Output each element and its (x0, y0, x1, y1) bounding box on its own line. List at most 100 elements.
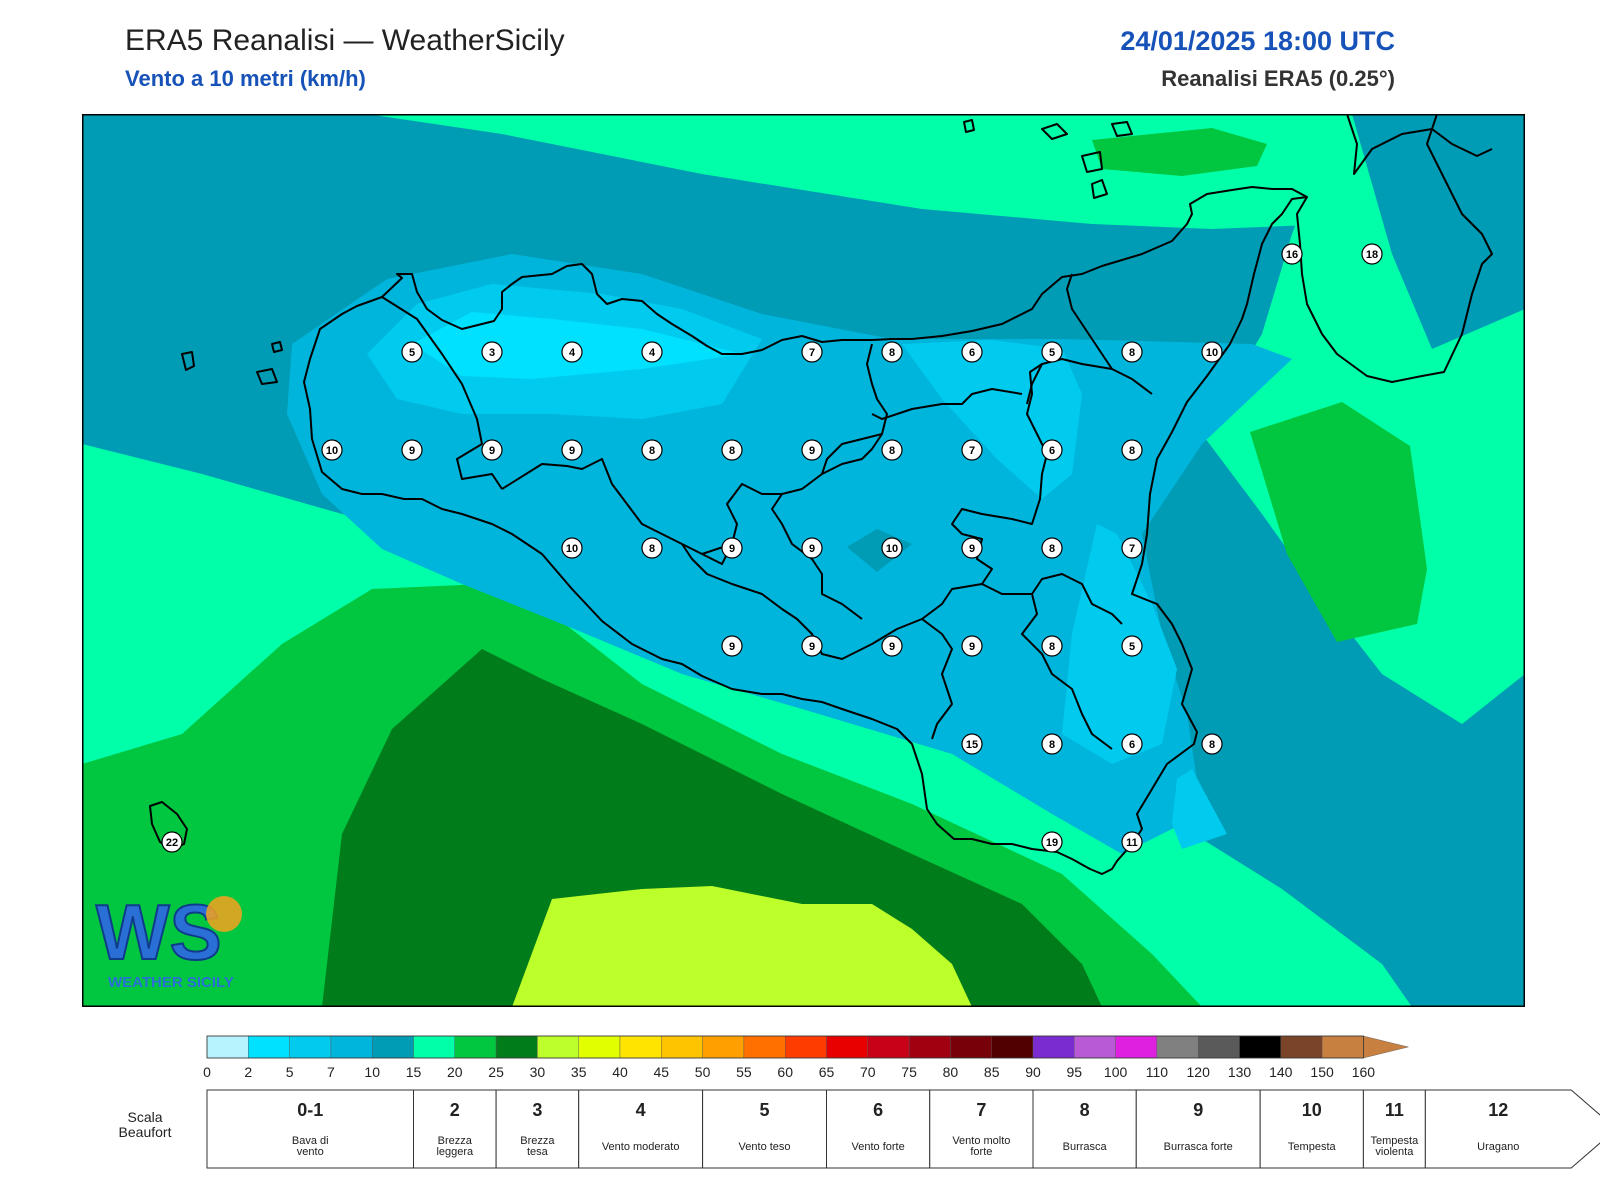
legend-tick-labels: 0 2 5 7 10 15 20 25 30 35 40 45 50 55 60 65 70 75 80 85 90 95… (203, 1064, 1375, 1080)
station-value: 6 (1049, 445, 1055, 457)
station-value: 7 (1129, 543, 1135, 555)
station-value: 3 (489, 347, 495, 359)
station-circle (401, 439, 423, 461)
legend-color-cell (991, 1035, 1034, 1059)
station-marker: 9 (481, 439, 503, 461)
aeolian-2 (1041, 123, 1068, 140)
station-circle (561, 341, 583, 363)
beaufort-description: Vento forte (852, 1141, 905, 1153)
beaufort-cell: 4 Vento moderato (578, 1089, 704, 1169)
station-value: 8 (1049, 641, 1055, 653)
legend-tick-label: 20 (447, 1064, 463, 1080)
logo-sun-icon (206, 896, 242, 932)
station-marker: 9 (881, 635, 903, 657)
station-value: 8 (649, 445, 655, 457)
sicily-coastline (303, 186, 1308, 875)
station-marker: 8 (1121, 341, 1143, 363)
contour-20-east (1250, 402, 1427, 642)
beaufort-number: 4 (636, 1100, 646, 1120)
station-value: 18 (1366, 249, 1378, 261)
wind-map: 16 18 5 3 4 4 7 8 6 5 8 10 10 9 9 9 8 8 9 8 7 6 8 10 8 9 9 10 9 8 7 9 9 9… (82, 114, 1525, 1007)
legend-color-cell (1197, 1035, 1240, 1059)
color-legend: 0 2 5 7 10 15 20 25 30 35 40 45 50 55 60 65 70 75 80 85 90 95… (203, 1035, 1600, 1169)
beaufort-cell-box (1362, 1089, 1426, 1169)
contour-5-northeast (902, 340, 1082, 499)
beaufort-number: 0-1 (297, 1100, 323, 1120)
legend-tick-label: 130 (1228, 1064, 1252, 1080)
station-marker: 8 (721, 439, 743, 461)
station-value: 10 (886, 543, 898, 555)
beaufort-number: 12 (1488, 1100, 1508, 1120)
station-circle (641, 341, 663, 363)
legend-tick-label: 0 (203, 1064, 211, 1080)
legend-tick-label: 100 (1104, 1064, 1128, 1080)
region-border-1 (381, 296, 503, 490)
legend-tick-label: 10 (364, 1064, 380, 1080)
legend-tick-label: 5 (286, 1064, 294, 1080)
station-marker: 5 (401, 341, 423, 363)
station-circle (1121, 439, 1143, 461)
beaufort-description: Vento teso (739, 1141, 791, 1153)
station-marker: 9 (801, 439, 823, 461)
legend-color-cell (495, 1035, 538, 1059)
station-value: 22 (166, 837, 178, 849)
station-value: 10 (326, 445, 338, 457)
station-marker: 5 (1121, 635, 1143, 657)
legend-tick-label: 75 (901, 1064, 917, 1080)
legend-tick-label: 30 (530, 1064, 546, 1080)
station-marker: 8 (1041, 635, 1063, 657)
legend-color-cell (248, 1035, 290, 1059)
station-circle (1361, 243, 1383, 265)
station-marker: 9 (801, 537, 823, 559)
beaufort-cell-box (1424, 1089, 1600, 1169)
station-value: 8 (1129, 445, 1135, 457)
station-circle (721, 537, 743, 559)
beaufort-description: Bava di vento (292, 1135, 329, 1158)
beaufort-cell: 7 Vento molto forte (929, 1089, 1034, 1169)
legend-bar-frame (206, 1035, 1364, 1059)
legend-tick-label: 160 (1352, 1064, 1376, 1080)
legend-color-cell (413, 1035, 455, 1059)
station-marker: 7 (1121, 537, 1143, 559)
beaufort-description: Brezza tesa (520, 1135, 555, 1158)
station-marker: 8 (1041, 733, 1063, 755)
egadi-2 (256, 368, 278, 385)
legend-tick-label: 140 (1269, 1064, 1293, 1080)
station-marker: 8 (1121, 439, 1143, 461)
legend-color-cell (785, 1035, 827, 1059)
legend-color-cell (1032, 1035, 1075, 1059)
station-marker: 9 (401, 439, 423, 461)
station-values: 16 18 5 3 4 4 7 8 6 5 8 10 10 9 9 9 8 8 9 8 7 6 8 10 8 9 9 10 9 8 7 9 9 9… (161, 243, 1383, 853)
station-value: 19 (1046, 837, 1058, 849)
beaufort-cell-box (826, 1089, 931, 1169)
beaufort-caption: Scala Beaufort (118, 1109, 172, 1140)
beaufort-description: Vento moderato (602, 1141, 680, 1153)
station-marker: 6 (1121, 733, 1143, 755)
station-circle (641, 537, 663, 559)
station-value: 11 (1126, 837, 1138, 849)
legend-tick-label: 2 (244, 1064, 252, 1080)
station-circle (1121, 341, 1143, 363)
station-circle (161, 831, 183, 853)
egadi-3 (271, 341, 283, 353)
station-circle (961, 439, 983, 461)
legend-color-cell (950, 1035, 992, 1059)
station-circle (1121, 733, 1143, 755)
station-circle (321, 439, 343, 461)
station-circle (481, 341, 503, 363)
beaufort-cell: 5 Vento teso (702, 1089, 827, 1169)
station-marker: 10 (321, 439, 343, 461)
calabria-coastline (1296, 114, 1493, 383)
beaufort-number: 9 (1193, 1100, 1203, 1120)
legend-color-cell (908, 1035, 951, 1059)
station-marker: 16 (1281, 243, 1303, 265)
station-circle (561, 439, 583, 461)
station-marker: 10 (561, 537, 583, 559)
legend-color-cell (1156, 1035, 1199, 1059)
legend-tick-label: 25 (488, 1064, 504, 1080)
aeolian-5 (1111, 121, 1133, 137)
region-border-4 (871, 388, 1023, 420)
station-marker: 9 (721, 537, 743, 559)
beaufort-description: Brezza leggera (436, 1135, 474, 1158)
station-circle (801, 341, 823, 363)
